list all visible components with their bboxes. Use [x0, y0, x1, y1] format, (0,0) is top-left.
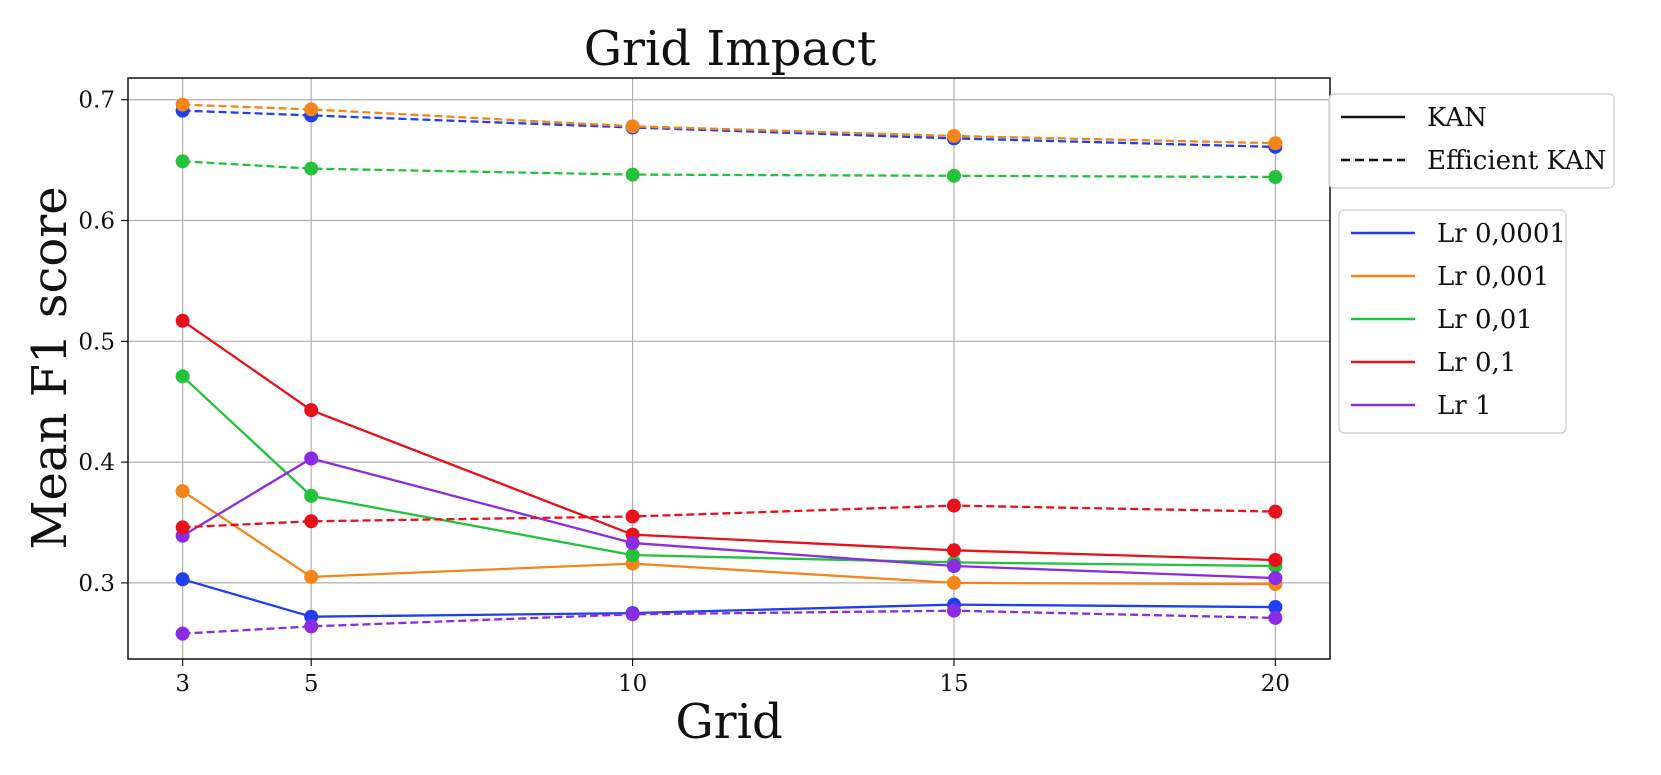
data-point-efficient-kan-lr-0-001: [304, 102, 319, 117]
x-tick-label: 5: [304, 671, 319, 697]
data-point-kan-lr-0-0001: [304, 609, 319, 624]
data-point-kan-lr-0-01: [625, 548, 640, 563]
x-tick-label: 15: [939, 671, 968, 697]
data-point-efficient-kan-lr-1: [1268, 610, 1283, 625]
data-point-efficient-kan-lr-0-001: [625, 119, 640, 134]
legend-label: Lr 1: [1437, 391, 1492, 421]
data-point-efficient-kan-lr-0-1: [946, 498, 961, 513]
series-line-kan-lr-0-1: [181, 319, 1276, 562]
series-line-efficient-kan-lr-1: [182, 609, 1276, 635]
data-point-efficient-kan-lr-0-01: [625, 167, 640, 182]
series-lines: [181, 103, 1276, 635]
series-line-efficient-kan-lr-0-1: [182, 504, 1276, 529]
plot-area-frame: [127, 77, 1331, 660]
data-point-kan-lr-0-001: [946, 575, 961, 590]
data-point-efficient-kan-lr-0-001: [1268, 136, 1283, 151]
x-tick-label: 20: [1261, 671, 1290, 697]
data-point-efficient-kan-lr-0-01: [175, 154, 190, 169]
data-point-efficient-kan-lr-1: [175, 626, 190, 641]
x-tick-label: 3: [175, 671, 190, 697]
data-point-kan-lr-0-01: [175, 369, 190, 384]
legend-label: Lr 0,1: [1437, 348, 1516, 378]
data-point-efficient-kan-lr-0-001: [946, 128, 961, 143]
data-point-kan-lr-0-001: [175, 484, 190, 499]
data-points: [175, 97, 1283, 641]
data-point-kan-lr-0-01: [304, 488, 319, 503]
legend-label: Lr 0,01: [1437, 305, 1533, 335]
legend-label: KAN: [1427, 103, 1487, 133]
data-point-kan-lr-1: [946, 558, 961, 573]
data-point-efficient-kan-lr-0-01: [304, 161, 319, 176]
data-point-kan-lr-0-1: [946, 543, 961, 558]
x-tick-label: 10: [618, 671, 647, 697]
data-point-efficient-kan-lr-0-1: [1268, 504, 1283, 519]
series-line-kan-lr-0-0001: [182, 578, 1276, 618]
color-legend-box: [1338, 209, 1567, 434]
axis-ticks: 3 5 10 15 20 0.3 0.4 0.5 0.6 0.7: [78, 88, 1290, 697]
data-point-efficient-kan-lr-0-1: [304, 514, 319, 529]
data-point-efficient-kan-lr-0-01: [1268, 170, 1283, 185]
data-point-efficient-kan-lr-1: [625, 607, 640, 622]
y-tick-label: 0.4: [78, 450, 115, 476]
data-point-kan-lr-0-0001: [175, 572, 190, 587]
series-line-efficient-kan-lr-0-01: [182, 160, 1276, 179]
y-axis-title: Mean F1 score: [22, 186, 78, 549]
data-point-efficient-kan-lr-0-1: [625, 509, 640, 524]
data-point-kan-lr-0-001: [304, 569, 319, 584]
data-point-kan-lr-0-1: [304, 403, 319, 418]
data-point-kan-lr-0-1: [175, 313, 190, 328]
data-point-kan-lr-1: [625, 536, 640, 551]
series-line-kan-lr-0-01: [181, 375, 1276, 568]
data-point-kan-lr-1: [304, 451, 319, 466]
data-point-efficient-kan-lr-1: [304, 619, 319, 634]
x-axis-title: Grid: [675, 694, 782, 750]
y-tick-label: 0.7: [78, 88, 115, 114]
legend-label: Efficient KAN: [1427, 146, 1606, 176]
y-tick-label: 0.3: [78, 571, 115, 597]
y-tick-label: 0.5: [78, 329, 115, 355]
legend-label: Lr 0,0001: [1437, 219, 1566, 249]
data-point-efficient-kan-lr-0-01: [946, 168, 961, 183]
data-point-efficient-kan-lr-0-001: [175, 97, 190, 112]
y-tick-label: 0.6: [78, 209, 115, 235]
color-legend: Lr 0,0001 Lr 0,001 Lr 0,01 Lr 0,1 Lr 1: [1338, 209, 1567, 434]
chart-title: Grid Impact: [584, 21, 877, 77]
data-point-kan-lr-0-1: [1268, 552, 1283, 567]
series-line-kan-lr-0-001: [181, 490, 1276, 586]
data-point-efficient-kan-lr-1: [946, 603, 961, 618]
legend-label: Lr 0,001: [1437, 262, 1549, 292]
data-point-efficient-kan-lr-0-1: [175, 520, 190, 535]
style-legend: KAN Efficient KAN: [1328, 93, 1615, 189]
data-point-kan-lr-1: [1268, 571, 1283, 586]
series-line-kan-lr-1: [182, 457, 1276, 580]
data-point-kan-lr-0-0001: [1268, 600, 1283, 615]
series-line-efficient-kan-lr-0-001: [182, 103, 1276, 145]
